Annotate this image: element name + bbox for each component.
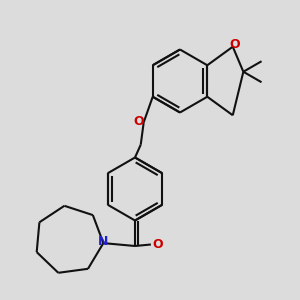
Text: N: N bbox=[98, 235, 109, 248]
Text: O: O bbox=[133, 115, 144, 128]
Text: O: O bbox=[152, 238, 163, 251]
Text: O: O bbox=[229, 38, 240, 51]
